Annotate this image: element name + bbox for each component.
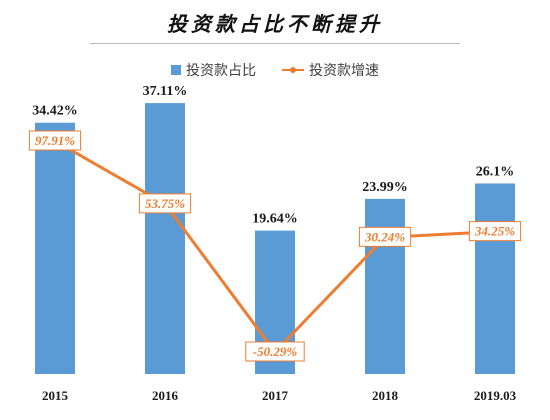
bar-2015 [35,122,75,374]
bar-value-label: 26.1% [476,164,515,179]
growth-label-box [358,226,412,247]
chart-legend: 投资款占比 投资款增速 [0,60,550,80]
category-label: 2017 [262,388,289,403]
bar-value-label: 34.42% [32,104,78,119]
chart-title: 投资款占比不断提升 [167,12,383,36]
bar-value-label: 23.99% [362,180,408,195]
growth-label-box [468,221,522,242]
legend-label-line: 投资款增速 [309,63,379,79]
category-label: 2016 [152,388,179,403]
growth-value-label: 30.24% [364,229,405,244]
legend-label-bar: 投资款占比 [186,63,256,79]
growth-label-box [138,193,192,214]
legend-item-line: 投资款增速 [282,60,379,80]
growth-value-label: 53.75% [145,196,185,211]
growth-value-label: 34.25% [474,224,515,239]
bar-2016 [145,103,185,375]
growth-label-box [28,130,82,151]
growth-value-label: 97.91% [35,133,75,148]
bar-value-label: 19.64% [252,212,298,227]
legend-item-bar: 投资款占比 [171,60,256,80]
category-label: 2019.03 [474,388,517,403]
bar-swatch-icon [171,65,181,75]
growth-value-label: -50.29% [253,344,298,359]
bar-value-label: 37.11% [143,84,188,99]
line-swatch-icon [282,65,304,75]
bar-2019.03 [475,183,515,374]
growth-label-box [245,341,305,362]
bar-2018 [365,198,405,374]
title-divider [90,43,460,44]
category-label: 2015 [42,388,69,403]
category-label: 2018 [372,388,399,403]
